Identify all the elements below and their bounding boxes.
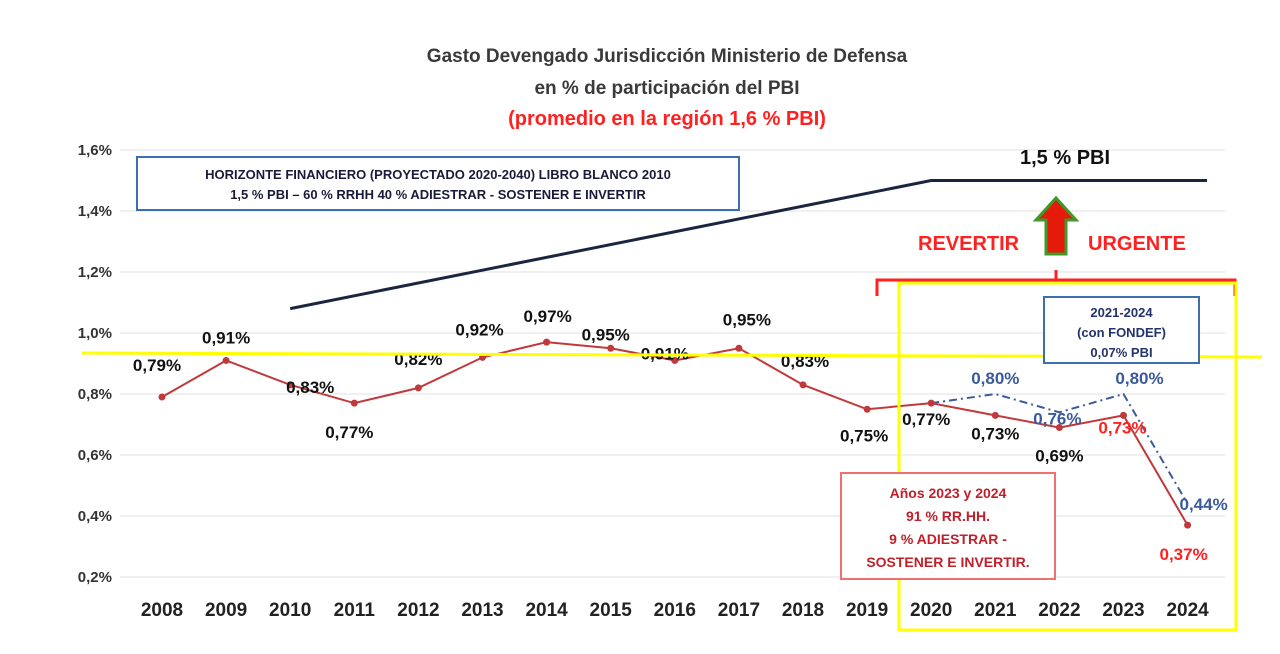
notes-box-line3: 9 % ADIESTRAR -	[889, 531, 1007, 547]
x-tick-label: 2021	[974, 600, 1017, 621]
fondef-data-label: 0,44%	[1179, 495, 1227, 514]
grid-lines	[120, 149, 1225, 578]
data-point	[350, 399, 358, 407]
data-point	[863, 405, 871, 413]
x-tick-label: 2011	[334, 600, 376, 621]
notes-box-line1: Años 2023 y 2024	[889, 485, 1007, 501]
fondef-series	[931, 392, 1189, 505]
chart-title: Gasto Devengado Jurisdicción Ministerio …	[426, 46, 908, 67]
data-label: 0,73%	[971, 424, 1019, 443]
data-label: 0,69%	[1035, 447, 1083, 466]
notes-box-line2: 91 % RR.HH.	[905, 508, 991, 524]
data-labels: 0,79%0,91%0,83%0,77%0,82%0,92%0,97%0,95%…	[133, 307, 1228, 564]
data-point	[735, 344, 743, 352]
data-point	[1184, 521, 1192, 529]
data-point	[671, 356, 679, 364]
data-point	[927, 399, 935, 407]
y-tick-label: 0,2%	[78, 569, 112, 586]
data-label: 0,73%	[1098, 418, 1146, 437]
y-tick-label: 1,6%	[78, 142, 112, 159]
data-label: 0,95%	[723, 310, 771, 329]
y-tick-label: 1,2%	[78, 264, 112, 281]
y-tick-label: 1,4%	[78, 203, 112, 220]
x-tick-label: 2022	[1038, 600, 1080, 621]
data-point	[414, 384, 422, 392]
fondef-box: 2021-2024 (con FONDEF) 0,07% PBI	[1043, 296, 1200, 364]
x-tick-label: 2014	[525, 600, 568, 621]
horizon-box: HORIZONTE FINANCIERO (PROYECTADO 2020-20…	[136, 156, 740, 211]
data-label: 0,91%	[202, 328, 250, 347]
x-tick-label: 2016	[654, 600, 696, 621]
y-axis-ticks: 0,2% 0,4% 0,6% 0,8% 1,0% 1,2% 1,4% 1,6%	[78, 142, 112, 586]
data-point	[991, 411, 999, 419]
notes-box-line4: SOSTENER E INVERTIR.	[866, 554, 1030, 570]
horizon-line	[289, 179, 1207, 311]
fondef-data-label: 0,80%	[1115, 369, 1163, 388]
x-tick-label: 2008	[141, 600, 183, 621]
data-point	[1055, 424, 1063, 432]
x-tick-label: 2020	[910, 600, 952, 621]
data-point	[543, 338, 551, 346]
fondef-data-label: 0,80%	[971, 369, 1019, 388]
main-series	[158, 338, 1192, 529]
horizon-box-line1: HORIZONTE FINANCIERO (PROYECTADO 2020-20…	[205, 167, 671, 182]
fondef-box-line2: (con FONDEF)	[1077, 325, 1166, 340]
data-label: 0,97%	[523, 307, 571, 326]
data-label: 0,77%	[902, 410, 950, 429]
data-label: 0,37%	[1159, 545, 1207, 564]
x-tick-label: 2013	[461, 600, 503, 621]
data-label: 0,79%	[133, 356, 181, 375]
x-tick-label: 2017	[718, 600, 760, 621]
data-point	[286, 381, 294, 389]
y-tick-label: 0,8%	[78, 386, 112, 403]
x-tick-label: 2012	[397, 600, 439, 621]
fondef-data-label: 0,76%	[1033, 409, 1081, 428]
x-tick-label: 2023	[1102, 600, 1144, 621]
x-tick-label: 2009	[205, 600, 247, 621]
data-point	[799, 381, 807, 389]
fondef-box-line1: 2021-2024	[1090, 305, 1153, 320]
x-axis-ticks: 2008 2009 2010 2011 2012 2013 2014 2015 2016 2017…	[141, 600, 1209, 621]
x-tick-label: 2024	[1166, 600, 1209, 621]
data-label: 0,83%	[286, 378, 334, 397]
up-arrow-icon	[1032, 195, 1080, 256]
level-label: 1,5 % PBI	[1020, 147, 1111, 169]
data-point	[222, 356, 230, 364]
fondef-box-line3: 0,07% PBI	[1090, 345, 1153, 360]
data-point	[607, 344, 615, 352]
notes-box: Años 2023 y 2024 91 % RR.HH. 9 % ADIESTR…	[840, 472, 1056, 580]
urgente-label: URGENTE	[1088, 233, 1186, 255]
yellow-highlight-box	[897, 281, 1238, 632]
data-label: 0,77%	[325, 423, 373, 442]
y-tick-label: 1,0%	[78, 325, 112, 342]
y-tick-label: 0,4%	[78, 508, 112, 525]
x-tick-label: 2015	[590, 600, 633, 621]
chart-title-line2: en % de participación del PBI	[534, 78, 800, 99]
horizon-series	[289, 179, 1207, 311]
x-tick-label: 2019	[846, 600, 888, 621]
fondef-line	[931, 392, 1189, 505]
horizon-box-line2: 1,5 % PBI – 60 % RRHH 40 % ADIESTRAR - S…	[230, 187, 646, 202]
x-tick-label: 2010	[269, 600, 311, 621]
chart-subtitle: (promedio en la región 1,6 % PBI)	[508, 108, 826, 130]
x-tick-label: 2018	[782, 600, 824, 621]
revertir-label: REVERTIR	[918, 233, 1020, 255]
data-label: 0,92%	[455, 320, 503, 339]
data-label: 0,95%	[582, 325, 630, 344]
data-label: 0,75%	[840, 426, 888, 445]
data-point	[158, 393, 166, 401]
y-tick-label: 0,6%	[78, 447, 112, 464]
data-point	[1120, 411, 1127, 419]
